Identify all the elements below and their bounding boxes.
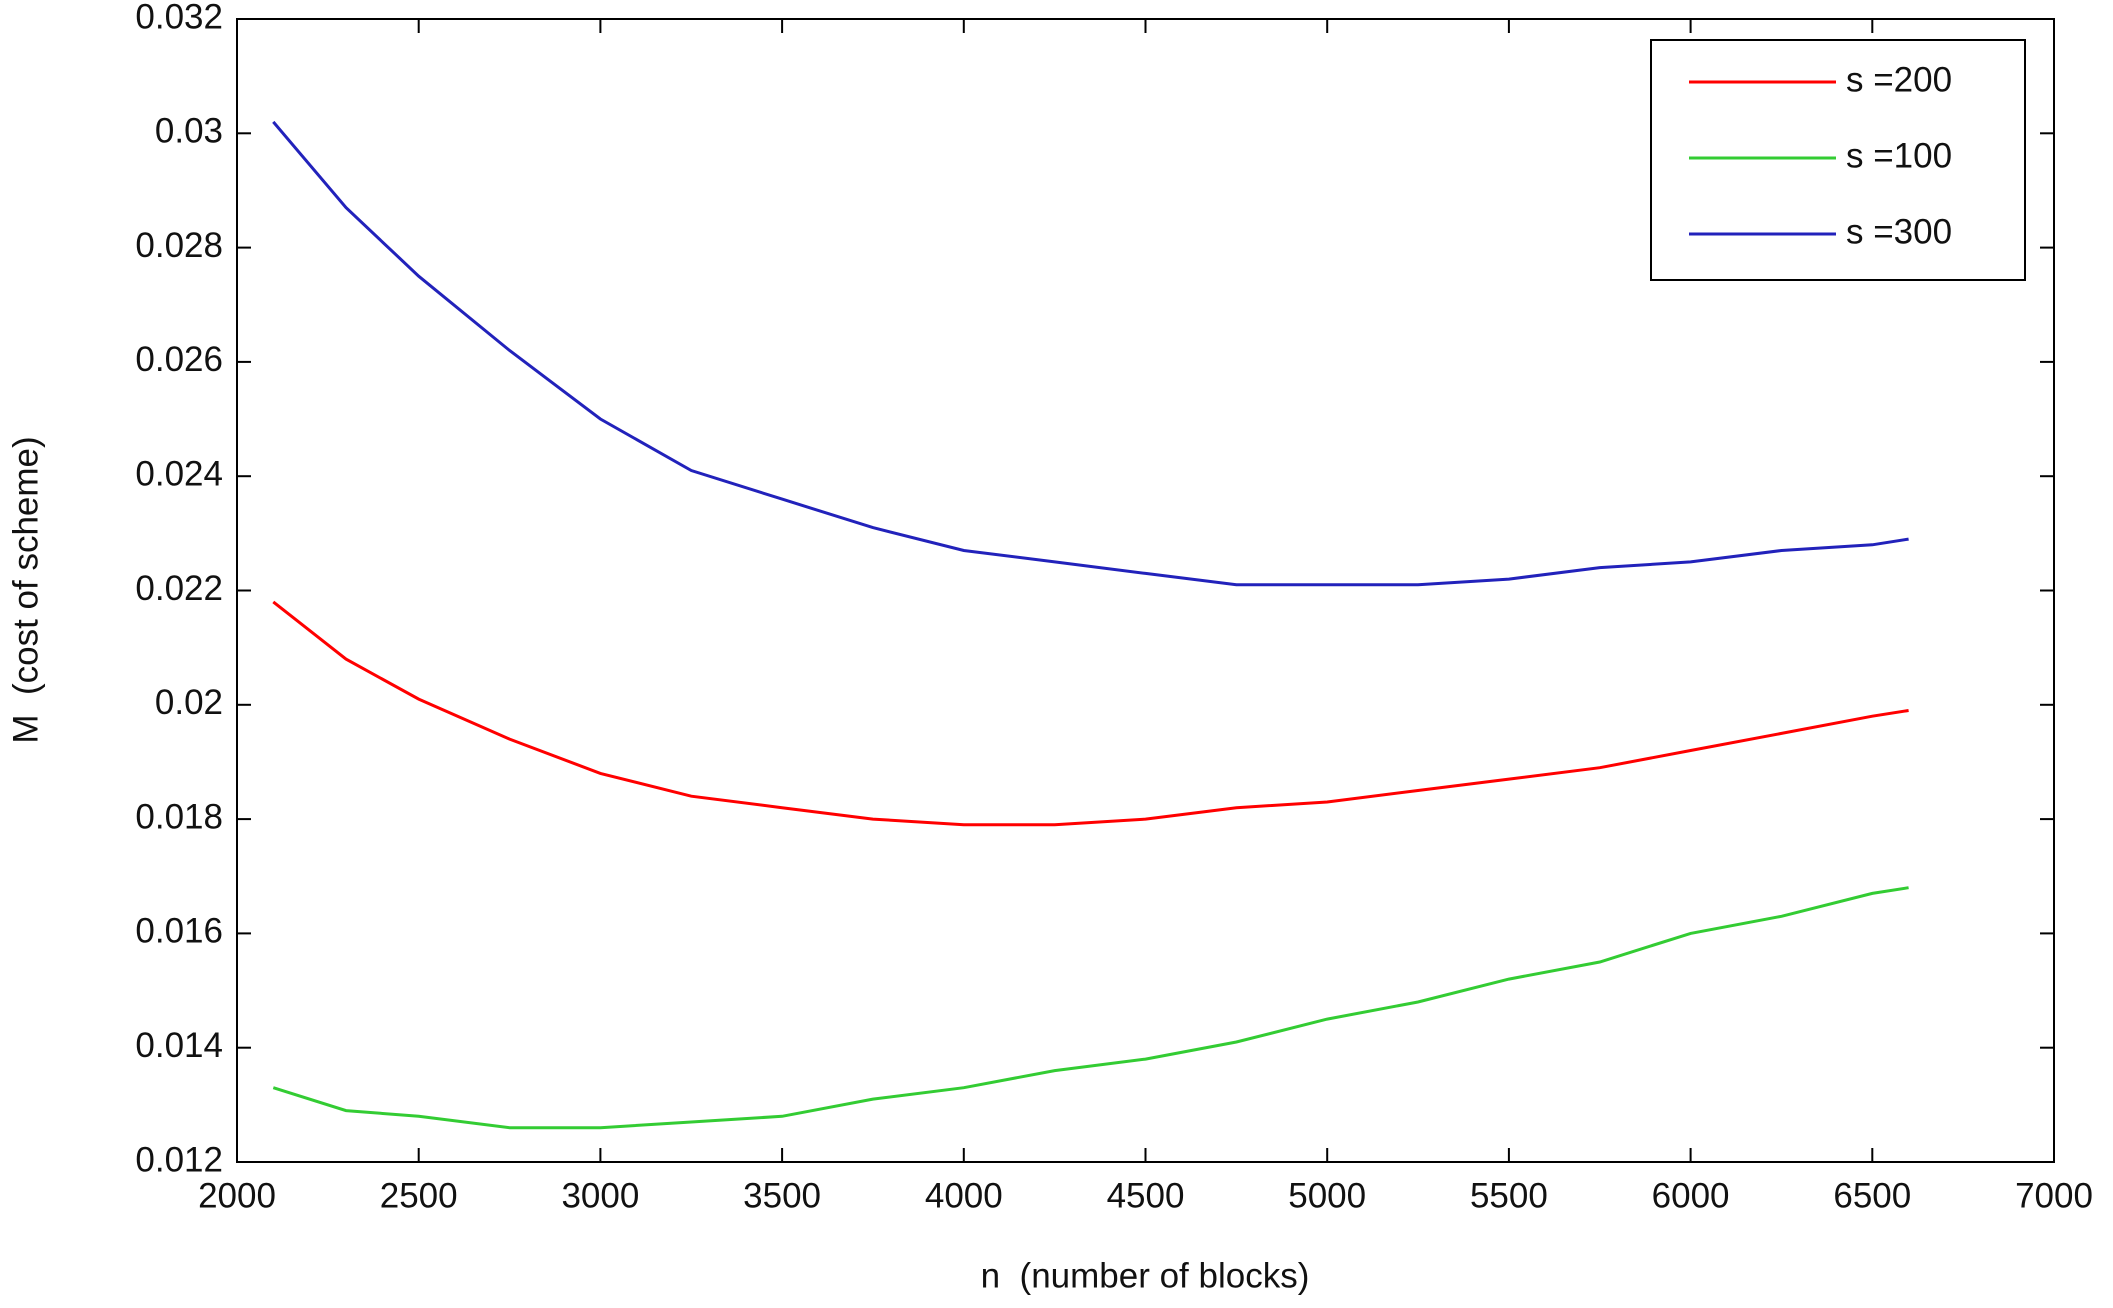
legend-label: s =300 xyxy=(1846,212,1952,251)
legend-box xyxy=(1650,39,2026,281)
y-tick-label: 0.026 xyxy=(135,340,223,379)
x-tick-label: 2500 xyxy=(380,1176,458,1215)
y-tick-label: 0.028 xyxy=(135,226,223,265)
x-tick-label: 3500 xyxy=(743,1176,821,1215)
x-tick-label: 5500 xyxy=(1470,1176,1548,1215)
y-tick-label: 0.014 xyxy=(135,1026,223,1065)
y-tick-label: 0.03 xyxy=(155,112,223,151)
x-tick-label: 6000 xyxy=(1652,1176,1730,1215)
series-line xyxy=(272,600,1909,827)
x-axis-label: n (number of blocks) xyxy=(981,1256,1310,1295)
x-tick-label: 4000 xyxy=(925,1176,1003,1215)
y-tick-label: 0.012 xyxy=(135,1140,223,1179)
plot-frame xyxy=(236,18,2055,1163)
y-tick-label: 0.018 xyxy=(135,797,223,836)
x-tick-label: 5000 xyxy=(1288,1176,1366,1215)
series-line xyxy=(272,120,1909,587)
y-tick-label: 0.016 xyxy=(135,912,223,951)
x-tick-label: 4500 xyxy=(1107,1176,1185,1215)
x-tick-label: 7000 xyxy=(2015,1176,2093,1215)
y-tick-label: 0.02 xyxy=(155,683,223,722)
y-tick-label: 0.022 xyxy=(135,569,223,608)
legend-label: s =200 xyxy=(1846,60,1952,99)
legend-label: s =100 xyxy=(1846,136,1952,175)
x-tick-label: 2000 xyxy=(198,1176,276,1215)
y-tick-label: 0.032 xyxy=(135,0,223,36)
y-tick-label: 0.024 xyxy=(135,454,223,493)
series-line xyxy=(272,886,1909,1130)
x-tick-label: 6500 xyxy=(1833,1176,1911,1215)
y-axis-label: M (cost of scheme) xyxy=(6,436,45,743)
x-tick-label: 3000 xyxy=(561,1176,639,1215)
